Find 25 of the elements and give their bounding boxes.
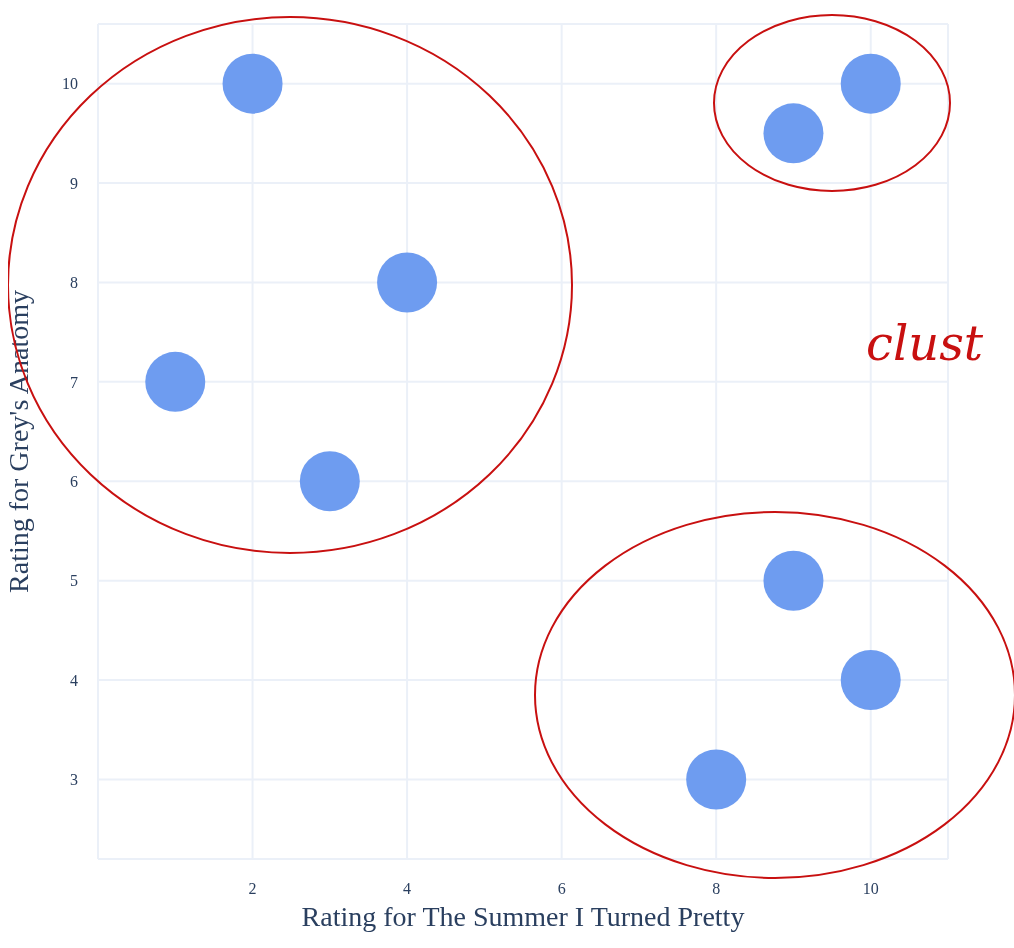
annotation: clust xyxy=(866,315,984,371)
y-tick-label: 6 xyxy=(70,472,78,490)
point xyxy=(299,451,360,512)
point xyxy=(840,650,901,711)
y-tick-label: 7 xyxy=(70,373,78,391)
x-tick-label: 8 xyxy=(712,880,721,898)
point xyxy=(763,103,824,164)
point xyxy=(377,252,438,313)
point xyxy=(840,53,901,114)
x-tick-label: 10 xyxy=(862,880,879,898)
x-tick-label: 4 xyxy=(403,880,412,898)
y-tick-label: 5 xyxy=(70,572,78,590)
y-tick-label: 4 xyxy=(70,671,78,689)
y-tick-label: 10 xyxy=(62,75,78,93)
x-tick-label: 6 xyxy=(557,880,566,898)
y-tick-label: 3 xyxy=(70,771,78,789)
x-axis-title: Rating for The Summer I Turned Pretty xyxy=(301,901,745,932)
point xyxy=(222,53,283,114)
point xyxy=(686,749,747,810)
y-tick-label: 8 xyxy=(70,274,78,292)
point xyxy=(763,550,824,611)
x-tick-label: 2 xyxy=(248,880,257,898)
y-axis-title: Rating for Grey's Anatomy xyxy=(2,290,34,593)
y-tick-label: 9 xyxy=(70,174,78,192)
point xyxy=(145,351,206,412)
